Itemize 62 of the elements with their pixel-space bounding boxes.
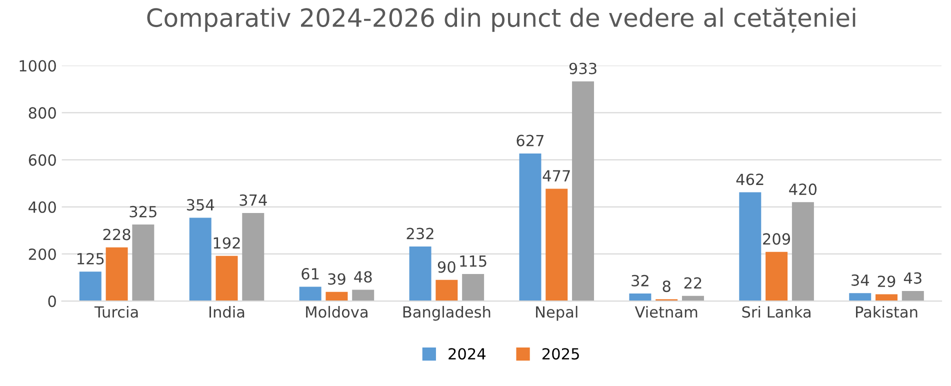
chart-title: Comparativ 2024-2026 din punct de vedere al cetățeniei (147, 8, 856, 33)
y-tick-label: 800 (28, 107, 56, 119)
legend-label: 2025 (542, 348, 579, 360)
bar (79, 272, 102, 302)
data-label: 34 (852, 274, 869, 286)
data-label: 115 (460, 256, 486, 267)
x-tick-label: India (210, 306, 244, 318)
legend-label: 2024 (448, 348, 486, 360)
data-label: 8 (662, 280, 670, 292)
bar (572, 81, 594, 302)
x-tick-label: Bangladesh (403, 306, 490, 321)
bar (739, 192, 762, 302)
bar (849, 293, 872, 302)
bar (189, 218, 212, 302)
bar (242, 213, 264, 302)
x-tick-label: Sri Lanka (742, 306, 810, 318)
data-label: 43 (904, 272, 922, 284)
x-tick-label: Nepal (536, 306, 578, 321)
x-tick-label: Pakistan (856, 306, 918, 318)
y-tick-label: 1000 (20, 60, 56, 72)
bar (106, 247, 128, 302)
data-label: 22 (684, 277, 702, 289)
bar (462, 274, 484, 302)
data-label: 209 (763, 233, 790, 245)
bar (299, 286, 322, 302)
data-label: 32 (632, 274, 648, 286)
data-label: 48 (354, 271, 372, 283)
data-label: 420 (789, 184, 817, 196)
bar (546, 188, 568, 302)
bar (326, 292, 348, 302)
data-label: 462 (736, 174, 764, 186)
data-label: 125 (78, 252, 104, 265)
x-tick-label: Vietnam (634, 306, 698, 318)
data-label: 192 (214, 237, 240, 249)
data-label: 933 (569, 62, 596, 74)
data-label: 29 (878, 276, 896, 288)
bar (766, 252, 788, 302)
data-label: 39 (328, 273, 346, 285)
bar (352, 290, 374, 302)
y-tick-label: 0 (48, 296, 56, 308)
y-tick-label: 600 (28, 154, 56, 166)
bar (132, 224, 154, 302)
data-label: 374 (240, 194, 267, 206)
y-tick-label: 400 (28, 201, 56, 213)
bar (436, 280, 458, 302)
data-label: 477 (542, 170, 570, 182)
bar (629, 294, 652, 302)
data-label: 228 (103, 228, 130, 240)
bar (216, 256, 238, 302)
bar (792, 202, 814, 302)
bar (902, 290, 924, 302)
data-label: 325 (130, 206, 156, 218)
data-label: 61 (302, 268, 319, 280)
bar (519, 153, 542, 302)
x-tick-label: Moldova (306, 306, 368, 318)
data-label: 627 (516, 134, 544, 146)
x-tick-label: Turcia (94, 306, 138, 318)
y-tick-label: 200 (28, 248, 56, 260)
data-label: 232 (406, 228, 434, 240)
data-label: 354 (186, 199, 214, 211)
bar (409, 246, 432, 302)
data-label: 90 (438, 261, 456, 273)
